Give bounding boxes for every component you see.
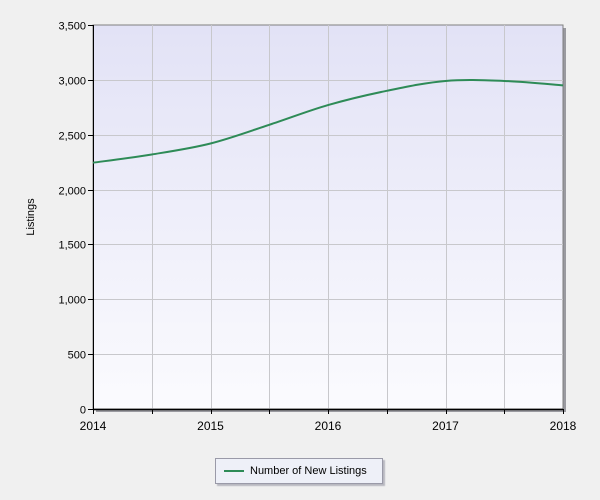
y-tick-label: 3,000 — [58, 76, 86, 88]
y-axis-label: Listings — [25, 198, 37, 236]
y-tick-label: 3,500 — [58, 21, 86, 33]
legend-label: Number of New Listings — [250, 465, 367, 477]
y-tick-label: 1,000 — [58, 295, 86, 307]
x-tick-label: 2016 — [315, 419, 342, 433]
y-tick-label: 2,500 — [58, 131, 86, 143]
series-line — [92, 79, 564, 164]
grid-lines — [93, 25, 563, 409]
axes: 0 500 1,000 1,500 2,000 2,500 3,000 3,500 2014 20… — [58, 21, 576, 434]
y-tick-label: 0 — [80, 405, 86, 417]
legend-swatch — [224, 470, 244, 472]
x-tick-label: 2015 — [197, 419, 224, 433]
y-tick-label: 1,500 — [58, 240, 86, 252]
x-tick-label: 2017 — [432, 419, 459, 433]
series-lines — [92, 79, 564, 164]
x-tick-label: 2014 — [80, 419, 107, 433]
y-tick-label: 2,000 — [58, 186, 86, 198]
y-tick-label: 500 — [68, 350, 86, 362]
x-tick-label: 2018 — [550, 419, 577, 433]
legend: Number of New Listings — [215, 458, 383, 484]
